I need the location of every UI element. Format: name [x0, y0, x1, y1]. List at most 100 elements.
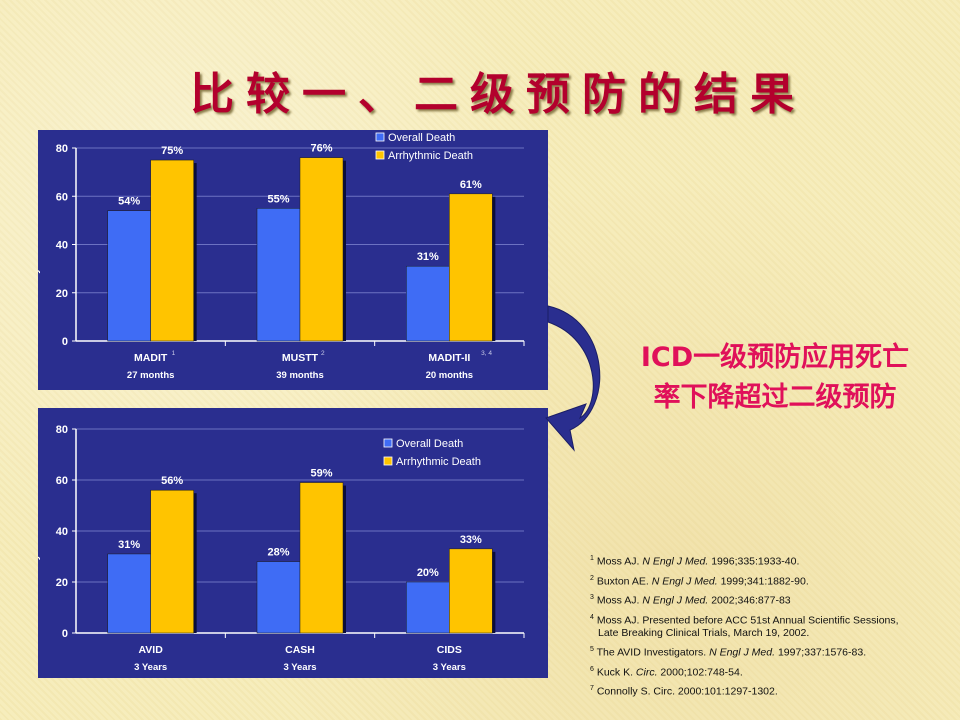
category-label: MADIT — [134, 352, 168, 364]
data-label: 54% — [118, 196, 140, 208]
bar-arrhythmic — [299, 157, 344, 342]
data-label: 61% — [460, 179, 482, 191]
reference-journal: N Engl J Med. — [651, 575, 718, 587]
legend-swatch — [375, 132, 385, 142]
data-label: 59% — [310, 468, 332, 480]
curved-arrow-icon — [545, 305, 601, 452]
category-label: AVID — [139, 644, 164, 656]
data-label: 56% — [161, 475, 183, 487]
category-label: CIDS — [437, 644, 462, 656]
category-sublabel: 3 Years — [433, 662, 466, 673]
y-tick-label: 40 — [56, 240, 68, 252]
reference-item: 2 Buxton AE. N Engl J Med. 1999;341:1882… — [590, 572, 955, 589]
reference-number: 3 — [590, 594, 594, 601]
category-sublabel: 20 months — [426, 370, 474, 381]
y-tick-label: 0 — [62, 628, 68, 640]
reference-text: Connolly S. Circ. 2000:101:1297-1302. — [593, 685, 778, 698]
legend-label: Overall Death — [396, 438, 463, 450]
reference-number: 1 — [590, 555, 594, 562]
chart-secondary-prevention: 0 20 40 60 80 % Mortality Reduction w/ ICD Rx… — [38, 408, 548, 678]
bar-arrhythmic — [299, 482, 344, 634]
reference-citation: 2000;102:748-54. — [657, 666, 743, 678]
category-sublabel: 39 months — [276, 370, 324, 381]
reference-text: Moss AJ. — [593, 555, 643, 568]
bar-overall — [256, 561, 301, 634]
category-label: MADIT-II — [428, 352, 470, 364]
data-label: 33% — [460, 534, 482, 546]
y-tick-label: 0 — [62, 336, 68, 348]
legend-swatch — [383, 438, 393, 448]
callout-text: ICD一级预防应用死亡 率下降超过二级预防 — [610, 338, 940, 418]
data-label: 28% — [267, 547, 289, 559]
callout-line-2: 率下降超过二级预防 — [653, 382, 897, 413]
bar-arrhythmic — [449, 193, 493, 342]
chart-secondary-svg: 0 20 40 60 80 % Mortality Reduction w/ ICD Rx… — [38, 424, 525, 673]
y-tick-label: 80 — [56, 424, 68, 436]
reference-number: 2 — [590, 574, 594, 582]
y-axis-label: % Mortality Reduction w/ ICD Rx — [38, 454, 41, 608]
category-sublabel: 27 months — [127, 370, 175, 381]
data-label: 76% — [310, 143, 332, 155]
y-axis-label: % Mortality Reduction w/ ICD Rx — [38, 167, 41, 321]
reference-item: 7 Connolly S. Circ. 2000:101:1297-1302. — [590, 682, 955, 699]
data-label: 75% — [161, 145, 183, 157]
bar-overall — [406, 265, 450, 342]
reference-item: 4 Moss AJ. Presented before ACC 51st Ann… — [590, 611, 955, 641]
reference-journal: N Engl J Med. — [642, 555, 709, 568]
references-list: 1 Moss AJ. N Engl J Med. 1996;335:1933-4… — [590, 552, 955, 702]
bar-arrhythmic — [449, 548, 493, 634]
reference-journal: N Engl J Med. — [642, 594, 709, 607]
bar-arrhythmic — [150, 159, 194, 342]
reference-item: 3 Moss AJ. N Engl J Med. 2002;346:877-83 — [590, 591, 955, 608]
reference-number: 4 — [590, 613, 594, 621]
bar-arrhythmic — [150, 489, 194, 634]
reference-citation: 2002;346:877-83 — [708, 594, 791, 607]
bar-overall — [256, 208, 301, 342]
category-label: CASH — [285, 644, 315, 656]
category-label: MUSTT — [282, 352, 319, 364]
y-tick-label: 20 — [56, 288, 68, 300]
reference-text: Kuck K. — [593, 666, 636, 678]
legend-swatch — [375, 150, 385, 160]
callout-line-1: ICD一级预防应用死亡 — [640, 342, 910, 373]
y-tick-label: 60 — [56, 475, 68, 487]
chart-primary-prevention: 0 20 40 60 80 % Mortality Reduction w/ ICD Rx… — [38, 130, 548, 390]
slide-title: 比较一、二级预防的结果 — [190, 69, 806, 120]
y-tick-label: 20 — [56, 577, 68, 589]
reference-number: 6 — [590, 665, 594, 673]
legend-label: Arrhythmic Death — [396, 456, 481, 468]
reference-citation: 1996;335:1933-40. — [708, 555, 800, 568]
legend-label: Overall Death — [388, 132, 455, 144]
reference-text: The AVID Investigators. — [593, 646, 710, 659]
data-label: 31% — [417, 251, 439, 263]
bar-overall — [107, 553, 151, 634]
bar-overall — [107, 210, 151, 342]
bar-overall — [406, 581, 450, 634]
y-tick-label: 60 — [56, 191, 68, 203]
data-label: 20% — [417, 567, 439, 579]
reference-text: Moss AJ. Presented before ACC 51st Annua… — [593, 614, 899, 626]
data-label: 55% — [267, 193, 289, 205]
chart-primary-svg: 0 20 40 60 80 % Mortality Reduction w/ ICD Rx… — [38, 132, 525, 381]
reference-text: Moss AJ. — [593, 594, 643, 607]
reference-journal: Circ. — [635, 666, 658, 678]
y-tick-label: 40 — [56, 526, 68, 538]
reference-item: 5 The AVID Investigators. N Engl J Med. … — [590, 643, 955, 660]
y-tick-label: 80 — [56, 143, 68, 155]
reference-number: 7 — [590, 685, 594, 692]
reference-citation: 1999;341:1882-90. — [717, 575, 809, 587]
category-superscript: 1 — [172, 350, 176, 357]
category-superscript: 2 — [321, 350, 325, 357]
reference-item: 6 Kuck K. Circ. 2000;102:748-54. — [590, 663, 955, 680]
legend-label: Arrhythmic Death — [388, 150, 473, 162]
reference-text: Buxton AE. — [593, 575, 652, 587]
reference-journal: N Engl J Med. — [709, 646, 776, 659]
category-sublabel: 3 Years — [134, 662, 167, 673]
reference-continuation: Late Breaking Clinical Trials, March 19,… — [598, 627, 810, 639]
category-sublabel: 3 Years — [283, 662, 316, 673]
legend-swatch — [383, 456, 393, 466]
data-label: 31% — [118, 539, 140, 551]
reference-number: 5 — [590, 646, 594, 653]
category-superscript: 3, 4 — [481, 350, 492, 357]
reference-citation: 1997;337:1576-83. — [775, 646, 867, 659]
